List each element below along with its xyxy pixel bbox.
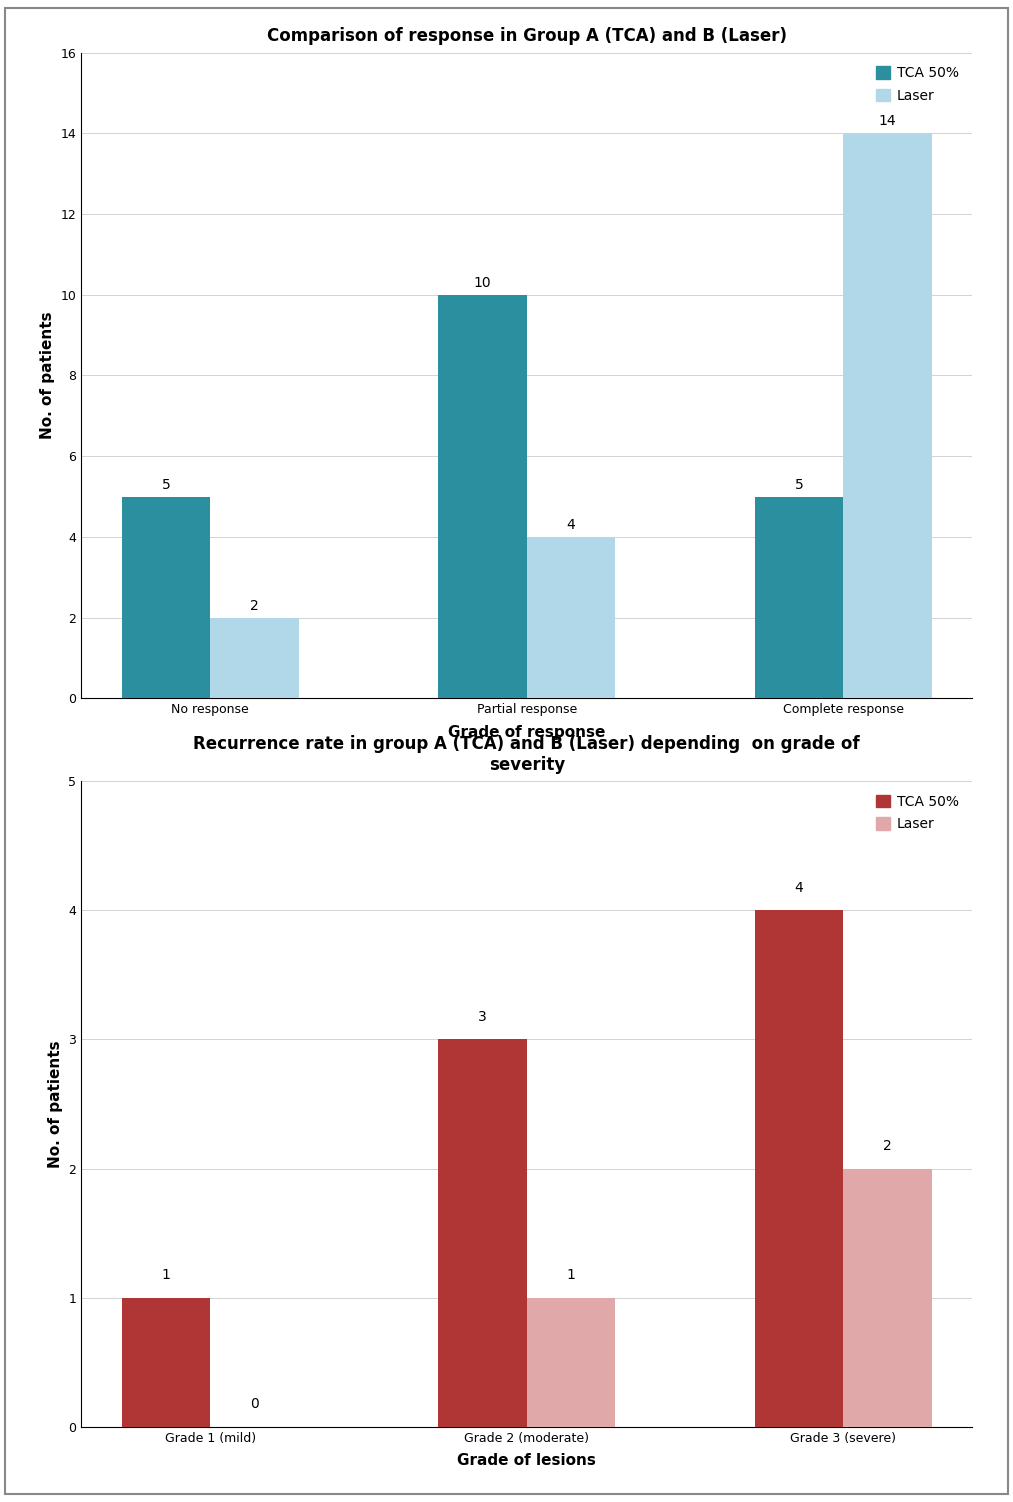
Title: Comparison of response in Group A (TCA) and B (Laser): Comparison of response in Group A (TCA) … [266,27,787,45]
Text: 5: 5 [794,478,803,491]
Bar [122,497,211,698]
Text: 5: 5 [161,478,170,491]
Text: 14: 14 [879,114,897,129]
Y-axis label: No. of patients: No. of patients [40,312,55,439]
Bar [122,1298,211,1427]
Bar [843,134,932,698]
Text: 0: 0 [250,1397,259,1412]
Text: 3: 3 [478,1009,487,1024]
Bar [527,536,616,698]
Legend: TCA 50%, Laser: TCA 50%, Laser [869,60,965,110]
Y-axis label: No. of patients: No. of patients [48,1041,63,1167]
Text: 10: 10 [474,276,491,290]
Text: 2: 2 [883,1139,892,1154]
Bar [527,1298,616,1427]
X-axis label: Grade of lesions: Grade of lesions [457,1452,597,1467]
X-axis label: Grade of response: Grade of response [448,724,606,739]
Bar [211,617,299,698]
Bar [755,910,843,1427]
Title: Recurrence rate in group A (TCA) and B (Laser) depending  on grade of
severity: Recurrence rate in group A (TCA) and B (… [193,734,860,774]
Text: 2: 2 [250,599,259,613]
Text: 1: 1 [161,1268,170,1283]
Text: 4: 4 [566,518,575,532]
Bar [439,294,527,698]
Text: 4: 4 [794,880,803,895]
Bar [843,1169,932,1427]
Text: 1: 1 [566,1268,575,1283]
Bar [755,497,843,698]
Bar [439,1039,527,1427]
Legend: TCA 50%, Laser: TCA 50%, Laser [869,789,965,838]
